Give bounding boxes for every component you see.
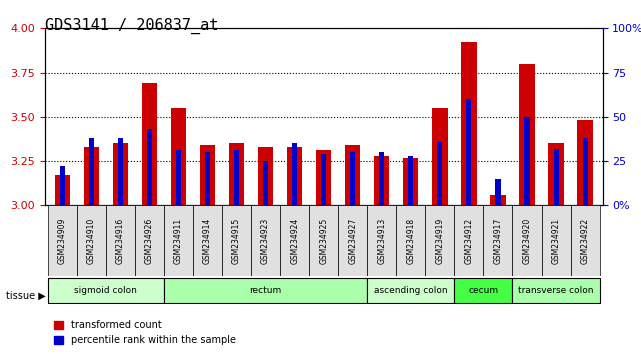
FancyBboxPatch shape bbox=[483, 205, 513, 276]
Bar bbox=[171, 108, 186, 205]
Bar bbox=[462, 42, 476, 205]
Text: GSM234920: GSM234920 bbox=[522, 218, 531, 264]
FancyBboxPatch shape bbox=[280, 205, 309, 276]
Text: GSM234922: GSM234922 bbox=[581, 218, 590, 264]
Text: GSM234915: GSM234915 bbox=[232, 218, 241, 264]
FancyBboxPatch shape bbox=[309, 205, 338, 276]
Bar bbox=[578, 120, 593, 205]
Text: GSM234913: GSM234913 bbox=[378, 218, 387, 264]
FancyBboxPatch shape bbox=[338, 205, 367, 276]
FancyBboxPatch shape bbox=[396, 205, 426, 276]
Bar bbox=[495, 179, 501, 205]
Bar bbox=[118, 138, 123, 205]
Text: GDS3141 / 206837_at: GDS3141 / 206837_at bbox=[45, 18, 218, 34]
FancyBboxPatch shape bbox=[542, 205, 570, 276]
Bar bbox=[345, 145, 360, 205]
FancyBboxPatch shape bbox=[513, 278, 599, 303]
Bar bbox=[60, 166, 65, 205]
Bar bbox=[287, 147, 303, 205]
Bar bbox=[205, 152, 210, 205]
Bar bbox=[142, 83, 157, 205]
Bar bbox=[374, 156, 390, 205]
FancyBboxPatch shape bbox=[251, 205, 280, 276]
Text: GSM234917: GSM234917 bbox=[494, 218, 503, 264]
FancyBboxPatch shape bbox=[193, 205, 222, 276]
Text: rectum: rectum bbox=[249, 286, 282, 295]
Text: tissue ▶: tissue ▶ bbox=[6, 291, 46, 301]
Bar bbox=[524, 117, 529, 205]
Bar bbox=[176, 150, 181, 205]
Text: GSM234911: GSM234911 bbox=[174, 218, 183, 264]
Bar bbox=[147, 129, 152, 205]
Bar bbox=[379, 152, 385, 205]
Bar bbox=[519, 64, 535, 205]
Legend: transformed count, percentile rank within the sample: transformed count, percentile rank withi… bbox=[50, 316, 240, 349]
Text: GSM234918: GSM234918 bbox=[406, 218, 415, 264]
Bar bbox=[113, 143, 128, 205]
FancyBboxPatch shape bbox=[222, 205, 251, 276]
Text: ascending colon: ascending colon bbox=[374, 286, 447, 295]
Bar bbox=[490, 195, 506, 205]
FancyBboxPatch shape bbox=[106, 205, 135, 276]
Bar bbox=[321, 154, 326, 205]
FancyBboxPatch shape bbox=[164, 278, 367, 303]
Bar bbox=[437, 142, 442, 205]
Text: GSM234910: GSM234910 bbox=[87, 218, 96, 264]
Bar bbox=[583, 138, 588, 205]
FancyBboxPatch shape bbox=[454, 278, 513, 303]
Bar bbox=[292, 143, 297, 205]
FancyBboxPatch shape bbox=[570, 205, 599, 276]
FancyBboxPatch shape bbox=[513, 205, 542, 276]
FancyBboxPatch shape bbox=[48, 205, 77, 276]
Bar bbox=[554, 149, 558, 205]
Bar bbox=[316, 150, 331, 205]
FancyBboxPatch shape bbox=[77, 205, 106, 276]
Bar bbox=[54, 175, 70, 205]
Text: GSM234916: GSM234916 bbox=[116, 218, 125, 264]
Bar bbox=[408, 156, 413, 205]
Text: GSM234924: GSM234924 bbox=[290, 218, 299, 264]
Bar bbox=[200, 145, 215, 205]
Bar bbox=[403, 158, 419, 205]
Text: GSM234927: GSM234927 bbox=[348, 218, 357, 264]
Bar bbox=[350, 152, 355, 205]
Text: GSM234926: GSM234926 bbox=[145, 218, 154, 264]
Text: cecum: cecum bbox=[469, 286, 499, 295]
Bar bbox=[229, 143, 244, 205]
Text: GSM234919: GSM234919 bbox=[435, 218, 444, 264]
FancyBboxPatch shape bbox=[164, 205, 193, 276]
Bar bbox=[467, 99, 472, 205]
FancyBboxPatch shape bbox=[454, 205, 483, 276]
FancyBboxPatch shape bbox=[367, 278, 454, 303]
FancyBboxPatch shape bbox=[367, 205, 396, 276]
Text: transverse colon: transverse colon bbox=[519, 286, 594, 295]
Bar bbox=[89, 138, 94, 205]
Text: GSM234909: GSM234909 bbox=[58, 217, 67, 264]
Text: GSM234912: GSM234912 bbox=[465, 218, 474, 264]
Text: sigmoid colon: sigmoid colon bbox=[74, 286, 137, 295]
Text: GSM234925: GSM234925 bbox=[319, 218, 328, 264]
Bar bbox=[258, 147, 273, 205]
Bar bbox=[432, 108, 447, 205]
Bar bbox=[263, 161, 268, 205]
FancyBboxPatch shape bbox=[426, 205, 454, 276]
Bar bbox=[234, 150, 239, 205]
FancyBboxPatch shape bbox=[135, 205, 164, 276]
Bar bbox=[84, 147, 99, 205]
Text: GSM234923: GSM234923 bbox=[261, 218, 270, 264]
FancyBboxPatch shape bbox=[48, 278, 164, 303]
Text: GSM234914: GSM234914 bbox=[203, 218, 212, 264]
Text: GSM234921: GSM234921 bbox=[551, 218, 561, 264]
Bar bbox=[549, 143, 563, 205]
